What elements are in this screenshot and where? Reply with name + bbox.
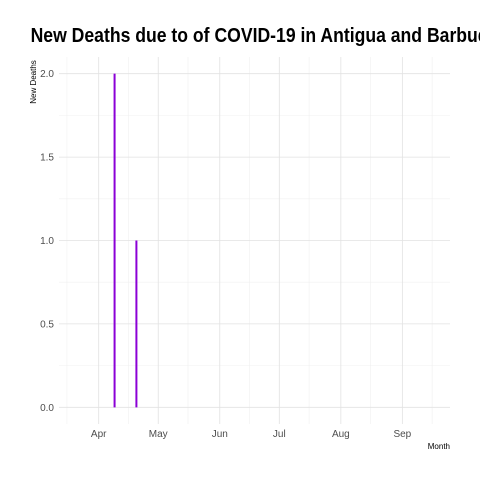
y-tick-label: 1.5: [40, 153, 54, 164]
y-tick-label: 1.0: [40, 236, 54, 247]
y-axis-title: New Deaths: [29, 60, 38, 104]
y-axis-ticks: 0.0 0.5 1.0 1.5 2.0: [40, 69, 54, 414]
x-axis-title: Month: [428, 442, 450, 451]
grid-major: [59, 57, 450, 424]
bars: [113, 73, 138, 408]
x-tick-label: Aug: [332, 429, 350, 440]
x-tick-label: Jun: [212, 429, 228, 440]
x-tick-label: Jul: [273, 429, 286, 440]
x-tick-label: May: [149, 429, 168, 440]
x-axis-ticks: Apr May Jun Jul Aug Sep: [91, 429, 412, 440]
x-tick-label: Sep: [393, 429, 411, 440]
y-tick-label: 0.5: [40, 319, 54, 330]
chart-title: New Deaths due to of COVID-19 in Antigua…: [30, 25, 480, 47]
y-tick-label: 2.0: [40, 69, 54, 80]
x-tick-label: Apr: [91, 429, 107, 440]
y-tick-label: 0.0: [40, 403, 54, 414]
